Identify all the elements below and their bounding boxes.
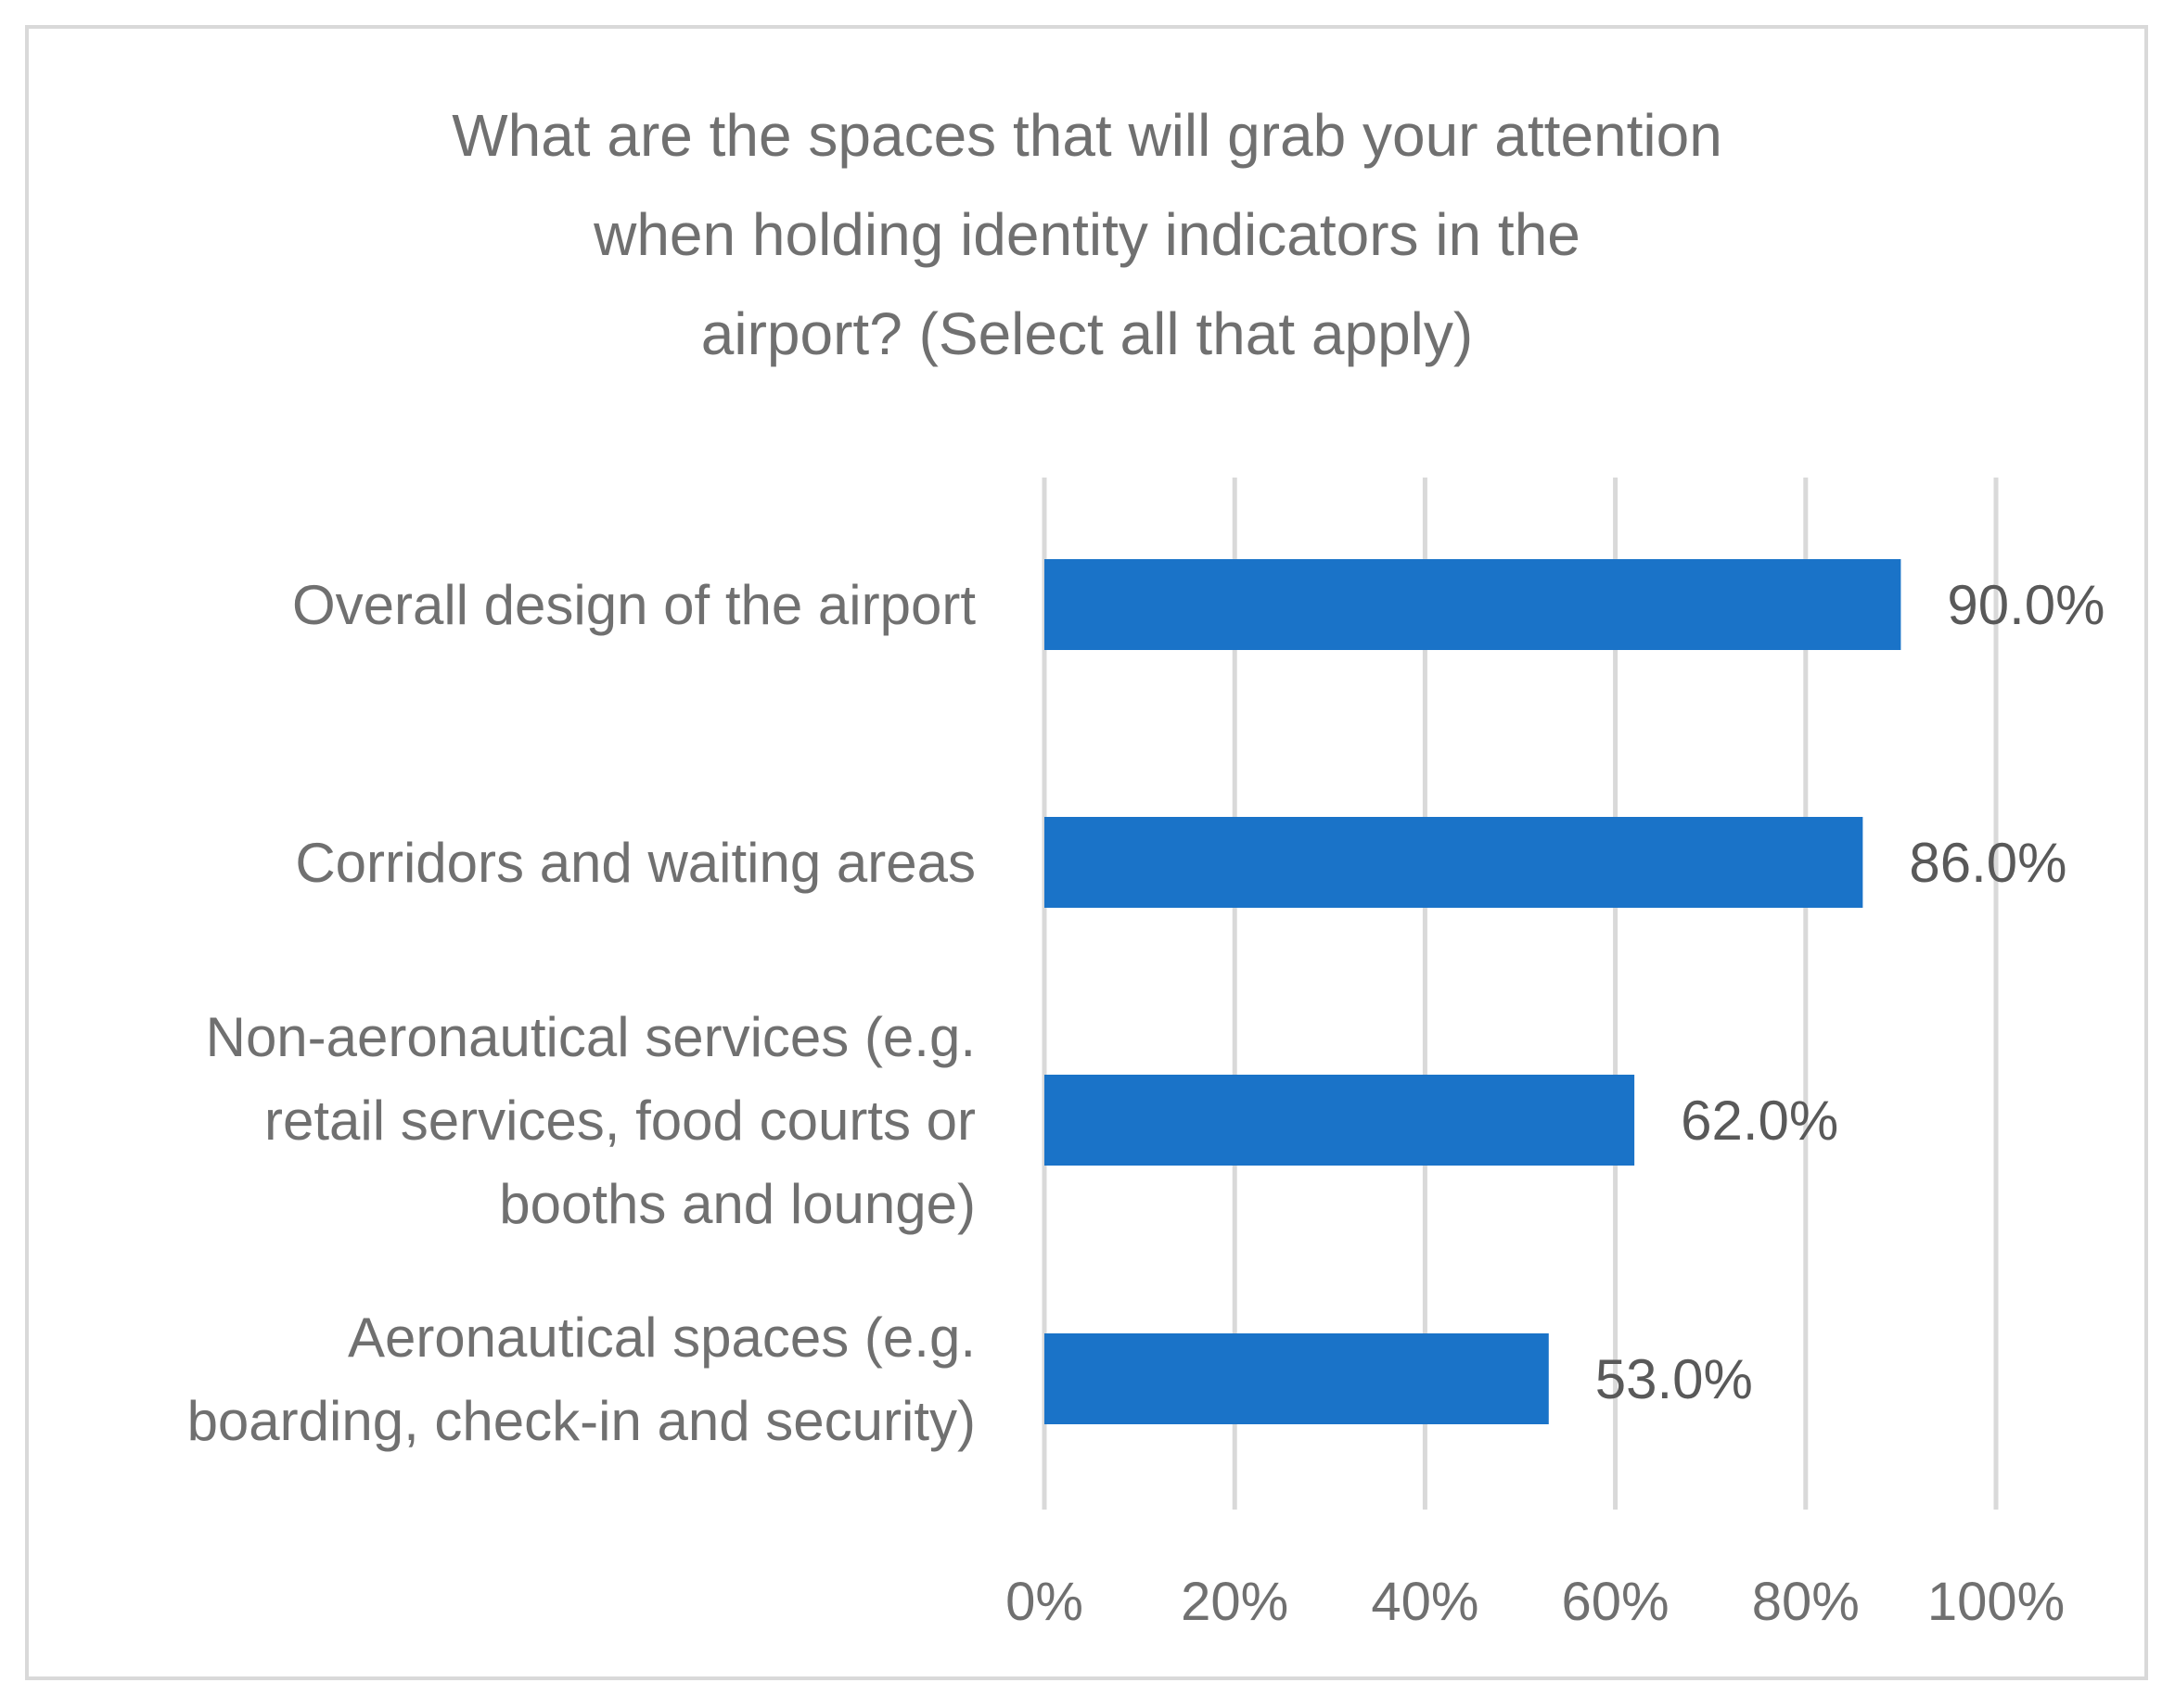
data-label: 62.0%	[1681, 1090, 1838, 1152]
x-axis-tick-labels: 0% 20% 40% 60% 80% 100%	[1005, 1572, 2065, 1632]
x-tick-label: 60%	[1562, 1572, 1670, 1632]
category-label: booths and lounge)	[499, 1173, 976, 1235]
bar	[1044, 1333, 1549, 1424]
bars	[1044, 559, 1901, 1424]
category-label: retail services, food courts or	[264, 1090, 976, 1152]
x-tick-label: 40%	[1371, 1572, 1478, 1632]
category-labels: Overall design of the airport Corridors a…	[187, 574, 977, 1452]
chart-title-line: What are the spaces that will grab your …	[452, 102, 1722, 169]
x-tick-label: 100%	[1927, 1572, 2065, 1632]
bar	[1044, 817, 1863, 908]
chart-title: What are the spaces that will grab your …	[452, 102, 1722, 367]
data-labels: 90.0% 86.0% 62.0% 53.0%	[1595, 574, 2105, 1410]
x-tick-label: 20%	[1181, 1572, 1288, 1632]
data-label: 53.0%	[1595, 1348, 1753, 1410]
bar	[1044, 559, 1901, 650]
data-label: 90.0%	[1947, 574, 2105, 636]
x-tick-label: 0%	[1005, 1572, 1083, 1632]
x-tick-label: 80%	[1752, 1572, 1860, 1632]
chart-title-line: airport? (Select all that apply)	[701, 300, 1473, 367]
category-label: Non-aeronautical services (e.g.	[206, 1006, 976, 1068]
category-label: Aeronautical spaces (e.g.	[348, 1306, 976, 1369]
bar	[1044, 1075, 1635, 1166]
data-label: 86.0%	[1909, 832, 2066, 894]
category-label: Corridors and waiting areas	[295, 832, 976, 894]
category-label: Overall design of the airport	[292, 574, 976, 636]
chart-title-line: when holding identity indicators in the	[593, 201, 1580, 268]
category-label: boarding, check-in and security)	[187, 1390, 976, 1452]
